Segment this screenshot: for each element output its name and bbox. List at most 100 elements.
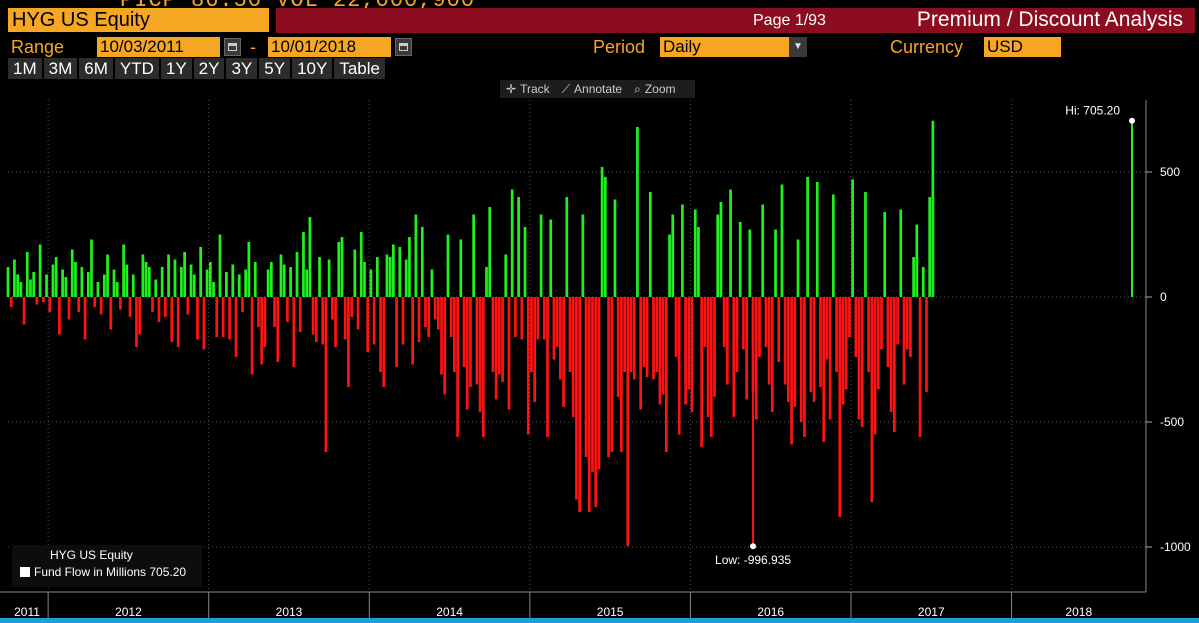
fund-flow-bar [928, 197, 932, 297]
fund-flow-bar [902, 297, 906, 385]
legend-series: Fund Flow in Millions 705.20 [20, 565, 186, 579]
range-button-6m[interactable]: 6M [79, 58, 113, 79]
fund-flow-bar [745, 297, 748, 400]
fund-flow-bar [9, 297, 13, 307]
range-button-3m[interactable]: 3M [43, 58, 78, 79]
fund-flow-bar [379, 297, 382, 372]
fund-flow-bar [623, 297, 626, 372]
fund-flow-bar [96, 282, 100, 297]
fund-flow-bar [112, 269, 116, 297]
fund-flow-bar [835, 297, 838, 372]
fund-flow-bar [735, 297, 739, 372]
range-start-field[interactable]: 10/03/2011 [97, 37, 220, 57]
fund-flow-bar [918, 297, 922, 437]
fund-flow-bar [86, 272, 90, 297]
page-title: Premium / Discount Analysis [916, 8, 1183, 31]
fund-flow-bar [533, 297, 537, 402]
fund-flow-bar [671, 214, 675, 297]
fund-flow-bar [860, 297, 864, 427]
fund-flow-bar [886, 297, 890, 367]
fund-flow-bar [690, 297, 694, 412]
zoom-button[interactable]: ⌕ Zoom [628, 80, 681, 98]
fund-flow-chart[interactable]: 500 0 -500 -1000 Hi: 705.20 Low: -996.935 2011… [0, 80, 1199, 623]
fund-flow-bar [526, 297, 530, 435]
fund-flow-bar [562, 297, 565, 407]
fund-flow-bar [883, 212, 887, 297]
fund-flow-bar [225, 272, 228, 297]
fund-flow-bar [629, 297, 633, 372]
fund-flow-bar [183, 252, 186, 297]
fund-flow-bar [347, 297, 350, 387]
fund-flow-bar [25, 252, 29, 297]
range-button-5y[interactable]: 5Y [259, 58, 291, 79]
x-year-label: 2015 [597, 605, 624, 619]
fund-flow-bar [453, 297, 456, 372]
fund-flow-bar [697, 227, 700, 297]
fund-flow-bar [774, 229, 777, 297]
annotate-button[interactable]: ⟋ Annotate [556, 80, 628, 98]
fund-flow-bar [681, 204, 684, 297]
table-button[interactable]: Table [334, 58, 385, 79]
fund-flow-bar [648, 192, 652, 297]
y-tick-label: -500 [1160, 415, 1184, 429]
fund-flow-bar [677, 297, 681, 435]
range-button-10y[interactable]: 10Y [292, 58, 333, 79]
fund-flow-bar [6, 267, 10, 297]
fund-flow-bar [436, 297, 440, 330]
ticker-field[interactable]: HYG US Equity [8, 8, 269, 32]
fund-flow-bar [909, 297, 912, 357]
fund-flow-bar [777, 297, 781, 362]
fund-flow-bar [388, 257, 392, 297]
fund-flow-bar [279, 254, 283, 297]
fund-flow-bar [825, 297, 829, 360]
fund-flow-bar [661, 297, 665, 395]
fund-flow-bar [587, 297, 591, 512]
fund-flow-bar [485, 267, 488, 297]
fund-flow-bar [594, 297, 598, 507]
low-marker [750, 543, 757, 550]
fund-flow-bar [269, 262, 273, 297]
fund-flow-bar [848, 297, 851, 337]
fund-flow-bar [796, 239, 800, 297]
range-button-ytd[interactable]: YTD [114, 58, 159, 79]
fund-flow-bar [106, 254, 109, 297]
period-select[interactable]: Daily [660, 37, 790, 57]
fund-flow-bar [636, 127, 639, 297]
fund-flow-bar [167, 254, 170, 297]
fund-flow-bar [382, 297, 386, 387]
fund-flow-bar [729, 189, 732, 297]
fund-flow-bar [520, 297, 524, 340]
fund-flow-bar [324, 297, 328, 452]
track-button[interactable]: ✛ Track [500, 80, 556, 98]
fund-flow-bar [292, 297, 296, 367]
page-indicator: Page 1/93 [753, 12, 826, 29]
fund-flow-bar [658, 297, 662, 405]
fund-flow-bar [481, 297, 485, 437]
currency-field[interactable]: USD [984, 37, 1061, 57]
range-end-field[interactable]: 10/01/2018 [268, 37, 391, 57]
fund-flow-bar [408, 237, 411, 297]
fund-flow-bar [880, 297, 883, 350]
range-button-1m[interactable]: 1M [8, 58, 42, 79]
fund-flow-bar [722, 297, 726, 347]
fund-flow-bar [61, 269, 64, 297]
calendar-icon[interactable] [395, 38, 412, 56]
fund-flow-bar [497, 297, 501, 375]
fund-flow-bar [549, 219, 553, 297]
fund-flow-bar [642, 297, 646, 367]
magnifier-icon: ⌕ [634, 82, 641, 96]
fund-flow-bar [241, 297, 244, 312]
fund-flow-bar [160, 267, 164, 297]
range-button-1y[interactable]: 1Y [160, 58, 192, 79]
calendar-icon[interactable] [224, 38, 241, 56]
fund-flow-bar [122, 244, 125, 297]
range-button-2y[interactable]: 2Y [193, 58, 225, 79]
fund-flow-bar [742, 297, 745, 350]
chevron-down-icon[interactable]: ▼ [789, 37, 807, 57]
y-tick-label: -1000 [1160, 540, 1191, 554]
range-button-3y[interactable]: 3Y [226, 58, 258, 79]
fund-flow-bar [144, 262, 148, 297]
chart-legend: HYG US Equity Fund Flow in Millions 705.… [12, 545, 202, 587]
fund-flow-bar [321, 297, 325, 345]
fund-flow-bar [19, 282, 23, 297]
